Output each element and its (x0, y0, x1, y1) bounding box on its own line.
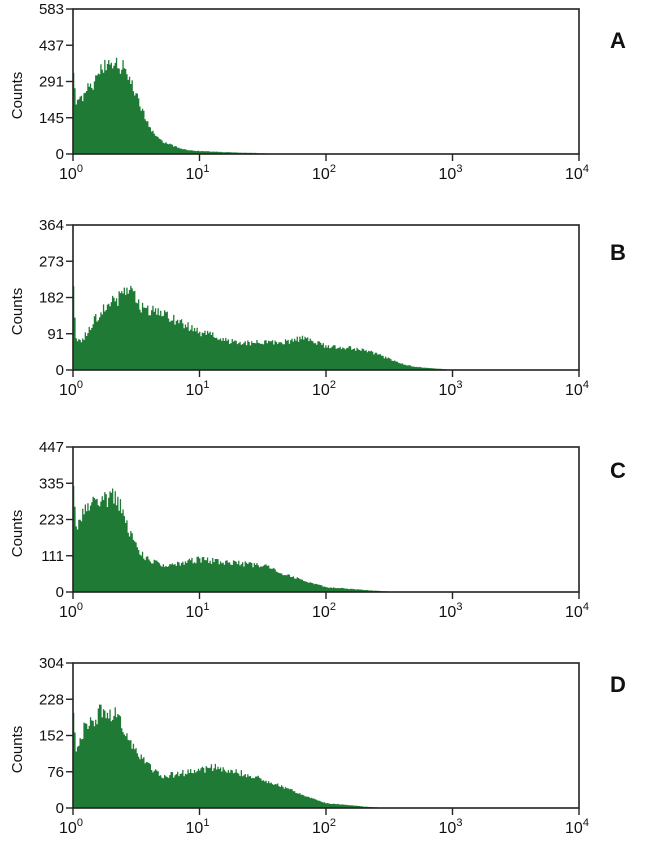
y-tick-label: 273 (39, 253, 64, 270)
y-tick-label: 291 (39, 74, 64, 91)
y-tick-label: 364 (39, 217, 64, 234)
x-tick-label: 100 (59, 817, 83, 837)
x-tick-label: 101 (186, 163, 210, 183)
x-tick-label: 102 (312, 163, 336, 183)
histogram-fill (73, 704, 379, 808)
histogram-fill (73, 57, 270, 154)
histogram-a: 0 145 291 437 583 Counts 100 101 102 103 104 (9, 1, 589, 183)
y-tick-label: 0 (56, 800, 64, 817)
panel-label: D (610, 672, 626, 697)
y-axis-label: Counts (9, 510, 26, 558)
x-tick-label: 103 (439, 601, 463, 621)
x-tick-label: 100 (59, 601, 83, 621)
x-tick-label: 103 (439, 379, 463, 399)
panel-c: 0 111 223 335 447 Counts 100 101 102 103 104 C (0, 438, 650, 648)
panel-label: A (610, 28, 626, 53)
x-tick-label: 104 (565, 163, 589, 183)
y-tick-label: 111 (41, 548, 64, 565)
panel-b: 0 91 182 273 364 Counts 100 101 102 103 104 B (0, 216, 650, 426)
y-tick-label: 583 (39, 1, 64, 18)
y-tick-label: 228 (39, 691, 64, 708)
histogram-fill (73, 285, 453, 370)
x-tick-label: 103 (439, 817, 463, 837)
x-tick-label: 100 (59, 163, 83, 183)
y-tick-label: 152 (39, 728, 64, 745)
histogram-b: 0 91 182 273 364 Counts 100 101 102 103 104 (9, 217, 589, 399)
y-tick-label: 335 (39, 475, 64, 492)
panel-d: 0 76 152 228 304 Counts 100 101 102 103 104 D (0, 654, 650, 864)
y-axis-label: Counts (9, 288, 26, 336)
x-tick-label: 104 (565, 379, 589, 399)
y-axis-label: Counts (9, 726, 26, 774)
y-tick-label: 304 (39, 655, 64, 672)
y-tick-label: 447 (39, 439, 64, 456)
histogram-d: 0 76 152 228 304 Counts 100 101 102 103 104 (9, 655, 589, 837)
y-tick-label: 91 (47, 326, 64, 343)
panel-label: B (610, 240, 626, 265)
x-tick-label: 102 (312, 379, 336, 399)
x-tick-label: 100 (59, 379, 83, 399)
y-axis-label: Counts (9, 72, 26, 120)
x-tick-label: 101 (186, 379, 210, 399)
x-tick-label: 102 (312, 601, 336, 621)
x-tick-label: 101 (186, 817, 210, 837)
y-tick-label: 437 (39, 37, 64, 54)
y-tick-label: 223 (39, 512, 64, 529)
y-tick-label: 145 (39, 110, 64, 127)
panel-a: 0 145 291 437 583 Counts 100 101 102 103 104 A (0, 0, 650, 210)
x-tick-label: 101 (186, 601, 210, 621)
x-tick-label: 104 (565, 817, 589, 837)
y-tick-label: 182 (39, 290, 64, 307)
histogram-fill (73, 486, 388, 592)
y-tick-label: 0 (56, 584, 64, 601)
histogram-c: 0 111 223 335 447 Counts 100 101 102 103 104 (9, 439, 589, 621)
x-tick-label: 102 (312, 817, 336, 837)
panel-label: C (610, 458, 626, 483)
y-tick-label: 0 (56, 362, 64, 379)
x-tick-label: 103 (439, 163, 463, 183)
x-tick-label: 104 (565, 601, 589, 621)
y-tick-label: 0 (56, 146, 64, 163)
y-tick-label: 76 (47, 764, 64, 781)
